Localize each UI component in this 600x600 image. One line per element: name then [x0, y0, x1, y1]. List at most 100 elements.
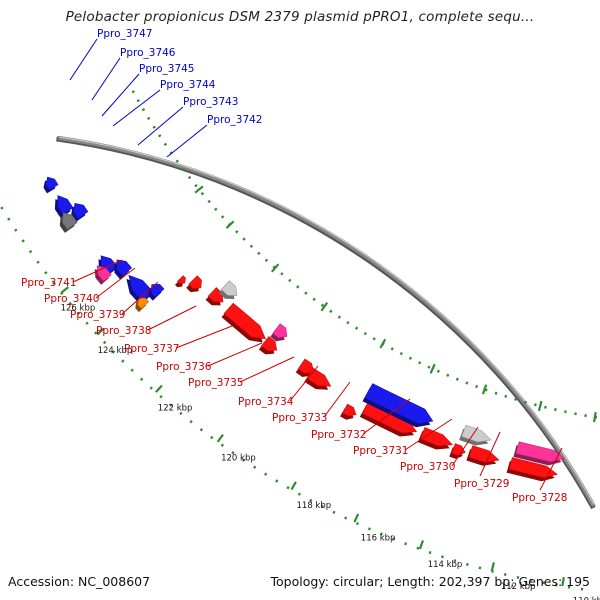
scale-dot — [320, 504, 324, 509]
scale-dot — [147, 116, 151, 121]
leader-line — [166, 124, 208, 158]
forward-gene-label: Ppro_3746 — [120, 47, 176, 59]
forward-gene-feature — [148, 283, 165, 301]
reverse-gene-label: Ppro_3739 — [70, 309, 125, 321]
reverse-gene-feature — [466, 445, 500, 466]
reverse-gene-label: Ppro_3732 — [311, 429, 366, 441]
scale-dot — [529, 578, 532, 582]
scale-dot — [344, 516, 348, 520]
scale-dot — [139, 377, 144, 381]
scale-dot — [200, 191, 205, 196]
leader-line — [479, 431, 501, 477]
reverse-gene-feature — [221, 302, 266, 343]
tick-mark — [593, 412, 597, 423]
leader-line — [175, 325, 233, 349]
backbone-highlight — [59, 136, 595, 505]
leader-line — [539, 447, 563, 491]
feature-face — [116, 259, 133, 277]
leader-line — [362, 398, 411, 435]
feature-face — [45, 176, 59, 191]
leader-line — [147, 305, 197, 331]
forward-gene-feature — [114, 259, 133, 280]
forward-gene-label: Ppro_3744 — [160, 79, 216, 91]
forward-gene-label: Ppro_3745 — [139, 63, 194, 75]
reverse-gene-feature — [362, 383, 434, 428]
leader-line — [207, 342, 263, 367]
scale-dot — [427, 365, 431, 369]
scale-dot — [446, 373, 450, 377]
feature-face — [188, 275, 202, 289]
scale-dot — [235, 230, 239, 234]
reverse-gene-label: Ppro_3730 — [400, 461, 455, 473]
reverse-gene-feature — [340, 403, 357, 420]
tick-mark — [270, 263, 280, 273]
reverse-gene-feature — [449, 443, 466, 459]
scale-dot — [475, 384, 479, 389]
reverse-gene-feature — [417, 427, 453, 450]
scale-dot — [478, 566, 482, 570]
scale-dot — [441, 555, 444, 559]
scale-dot — [363, 331, 367, 336]
leader-line — [121, 281, 159, 315]
feature-face — [468, 445, 500, 463]
feature-face — [461, 424, 492, 443]
scale-dot — [367, 527, 371, 531]
reverse-gene-label: Ppro_3738 — [96, 325, 151, 337]
scale-dot — [169, 403, 173, 407]
tick-mark — [379, 338, 387, 349]
scale-dot — [280, 272, 284, 276]
reverse-gene-feature — [205, 287, 224, 306]
scale-dot — [418, 361, 422, 365]
reverse-gene-feature — [506, 457, 558, 482]
feature-face — [451, 443, 466, 456]
scale-dot — [504, 394, 508, 398]
feature-face — [508, 457, 558, 479]
scale-dot — [36, 260, 40, 264]
scale-dot — [332, 510, 336, 514]
scale-dot — [355, 521, 360, 526]
scale-dot — [564, 410, 567, 414]
backbone-circle — [58, 135, 596, 507]
leader-line — [91, 57, 121, 101]
tick-label: 120 kbp — [221, 454, 256, 464]
outer-scale-ring — [0, 206, 584, 591]
scale-dot — [436, 369, 440, 373]
scale-dot — [7, 217, 11, 221]
leader-line — [72, 259, 123, 283]
reverse-gene-label: Ppro_3734 — [238, 396, 294, 408]
scale-dot — [249, 244, 254, 248]
scale-dot — [416, 546, 420, 550]
scale-dot — [210, 435, 214, 440]
scale-dot — [391, 537, 395, 541]
tick-label: 110 kbp — [573, 596, 600, 600]
tick-mark — [60, 286, 69, 294]
backbone-shadow — [56, 136, 596, 510]
forward-gene-feature — [54, 195, 74, 218]
tick-mark — [194, 185, 204, 194]
scale-dot — [68, 301, 72, 306]
leader-line — [95, 267, 136, 299]
scale-dot — [179, 411, 183, 416]
scale-dot — [516, 575, 520, 579]
tick-mark — [290, 481, 297, 491]
tick-mark — [490, 562, 495, 572]
reverse-gene-feature — [258, 336, 278, 355]
scale-dot — [253, 465, 257, 469]
leader-line — [112, 89, 161, 127]
leader-line — [323, 381, 351, 418]
scale-dot — [554, 408, 557, 412]
feature-face — [223, 302, 266, 340]
scale-dot — [264, 258, 269, 263]
tick-mark — [96, 327, 105, 336]
scale-dot — [264, 472, 268, 476]
tick-label: 112 kbp — [501, 582, 536, 592]
scale-dot — [503, 572, 507, 577]
scale-dot — [312, 297, 316, 302]
forward-gene-label: Ppro_3742 — [207, 114, 262, 126]
topology-text: Topology: circular; Length: 202,397 bp; … — [270, 574, 591, 589]
tick-label: 124 kbp — [98, 346, 133, 356]
reverse-gene-label: Ppro_3737 — [124, 343, 179, 355]
forward-gene-feature — [71, 202, 89, 223]
reverse-gene-label: Ppro_3740 — [44, 293, 99, 305]
